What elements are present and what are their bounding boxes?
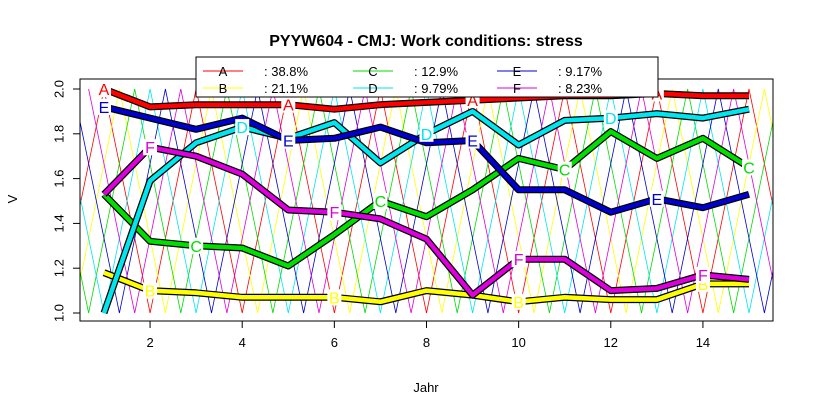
x-axis-label: Jahr <box>413 380 439 395</box>
y-tick-label: 1.0 <box>51 304 66 322</box>
legend-letter-b: B <box>219 81 228 96</box>
legend-percent-f: : 8.23% <box>558 81 603 96</box>
point-label-b: B <box>698 277 709 294</box>
legend: A : 38.8% B : 21.1% C : 12.9% D : 9.79% E : 9.17%… <box>195 56 659 98</box>
point-label-d: D <box>605 111 617 128</box>
legend-letter-a: A <box>219 64 228 79</box>
y-tick-label: 1.8 <box>51 125 66 143</box>
point-label-bg <box>603 110 618 127</box>
chart-title: PYYW604 - CMJ: Work conditions: stress <box>269 33 583 50</box>
x-tick-label: 12 <box>604 335 618 350</box>
point-label-e: E <box>467 134 478 151</box>
point-label-c: C <box>190 239 202 256</box>
y-axis: 1.0 1.2 1.4 1.6 1.8 2.0 <box>51 80 81 322</box>
x-tick-label: 10 <box>511 335 525 350</box>
point-label-bg <box>143 139 158 156</box>
legend-letter-e: E <box>513 64 522 79</box>
x-tick-label: 2 <box>146 335 153 350</box>
point-label-f: F <box>698 268 708 285</box>
point-label-d: D <box>236 120 248 137</box>
point-label-bg <box>649 190 664 207</box>
point-label-e: E <box>99 100 110 117</box>
point-label-bg <box>327 289 342 306</box>
series-line-b <box>103 270 749 305</box>
point-label-c: C <box>743 160 755 177</box>
point-label-bg <box>281 132 296 149</box>
series-line-e <box>103 104 750 215</box>
point-label-d: D <box>421 127 433 144</box>
point-label-a: A <box>283 98 294 115</box>
legend-box <box>195 56 659 98</box>
point-label-bg <box>97 81 111 97</box>
legend-percent-b: : 21.1% <box>264 81 309 96</box>
point-label-bg <box>373 193 388 209</box>
series-line-c <box>102 129 751 269</box>
x-axis: 2 4 6 8 10 12 14 <box>146 320 710 350</box>
point-label-c: C <box>559 163 571 180</box>
point-label-bg <box>511 251 526 268</box>
legend-letter-d: D <box>368 81 377 96</box>
point-label-bg <box>557 161 572 178</box>
series-line-f <box>102 144 750 298</box>
x-tick-label: 14 <box>696 335 710 350</box>
legend-percent-e: : 9.17% <box>558 64 603 79</box>
y-tick-label: 1.4 <box>51 214 66 232</box>
point-label-bg <box>189 237 204 254</box>
point-label-bg <box>143 282 158 299</box>
point-label-bg <box>742 159 756 176</box>
point-label-bg <box>327 204 342 221</box>
legend-letter-f: F <box>513 81 521 96</box>
background-line-a <box>80 88 773 314</box>
x-tick-label: 6 <box>331 335 338 350</box>
point-label-bg <box>97 98 111 115</box>
point-label-bg <box>695 266 710 283</box>
series-outline-f <box>101 143 750 299</box>
x-tick-label: 4 <box>239 335 246 350</box>
legend-percent-c: : 12.9% <box>414 64 459 79</box>
point-label-c: C <box>375 194 387 211</box>
point-label-f: F <box>514 252 524 269</box>
point-label-e: E <box>652 192 663 209</box>
point-label-bg <box>511 293 526 310</box>
point-label-a: A <box>99 82 110 99</box>
point-label-b: B <box>329 290 340 307</box>
point-label-bg <box>465 132 480 149</box>
point-label-b: B <box>145 284 156 301</box>
y-axis-label: V <box>5 194 20 203</box>
point-label-bg <box>419 125 434 142</box>
point-label-bg <box>281 96 296 113</box>
x-tick-label: 8 <box>423 335 430 350</box>
legend-percent-a: : 38.8% <box>264 64 309 79</box>
y-tick-label: 1.6 <box>51 170 66 188</box>
point-label-e: E <box>283 134 294 151</box>
point-label-f: F <box>145 140 155 157</box>
point-label-f: F <box>329 205 339 222</box>
point-label-a: A <box>467 93 478 110</box>
legend-percent-d: : 9.79% <box>414 81 459 96</box>
y-tick-label: 2.0 <box>51 80 66 98</box>
y-tick-label: 1.2 <box>51 259 66 277</box>
legend-letter-c: C <box>368 64 377 79</box>
point-label-b: B <box>513 295 524 312</box>
point-label-bg <box>235 119 250 136</box>
